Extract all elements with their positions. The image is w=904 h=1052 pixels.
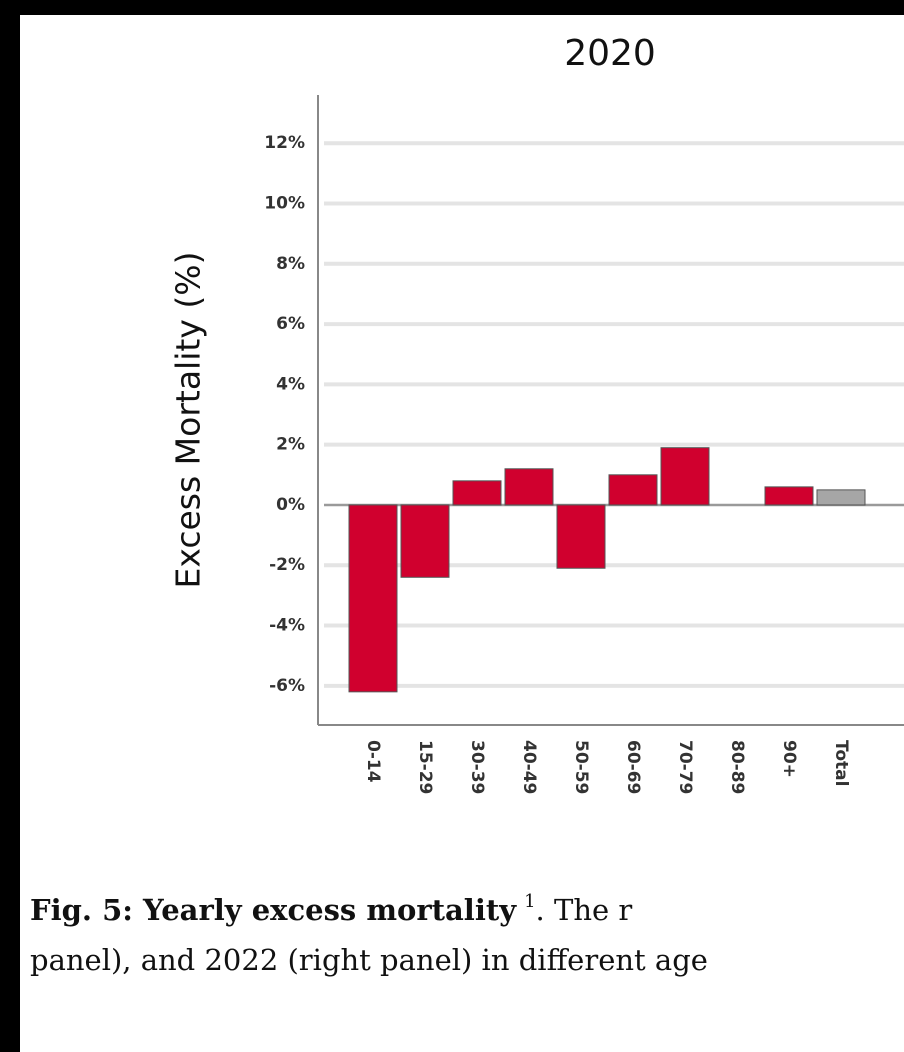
- y-tick-label: -2%: [269, 555, 305, 575]
- bar: [816, 489, 866, 506]
- x-tick-label: 40-49: [519, 740, 539, 794]
- y-tick-label: 2%: [276, 435, 305, 455]
- y-tick-label: -6%: [269, 676, 305, 696]
- y-tick-label: 8%: [276, 254, 305, 274]
- x-tick-label: 15-29: [415, 740, 435, 794]
- bar: [660, 447, 710, 506]
- caption-sup: 1: [524, 891, 535, 912]
- caption-line: Fig. 5: Yearly excess mortality 1. The r: [30, 891, 632, 927]
- y-tick-label: -4%: [269, 616, 305, 636]
- bar: [348, 504, 398, 693]
- x-tick-label: 90+: [779, 740, 799, 778]
- x-tick-label: 30-39: [467, 740, 487, 794]
- y-tick-label: 10%: [264, 194, 305, 214]
- caption-bold: Fig. 5: Yearly excess mortality: [30, 893, 517, 927]
- bar: [556, 504, 606, 569]
- caption-line: panel), and 2022 (right panel) in differ…: [30, 943, 708, 977]
- x-tick-label: 70-79: [675, 740, 695, 794]
- chart-title: 2020: [564, 33, 656, 74]
- bar: [400, 504, 450, 578]
- x-tick-label: Total: [831, 740, 851, 786]
- x-tick-label: 60-69: [623, 740, 643, 794]
- y-tick-label: 6%: [276, 314, 305, 334]
- bar: [764, 486, 814, 506]
- y-tick-label: 4%: [276, 374, 305, 394]
- y-tick-label: 12%: [264, 133, 305, 153]
- bar: [504, 468, 554, 506]
- bar: [608, 474, 658, 506]
- x-tick-label: 0-14: [363, 740, 383, 783]
- y-axis-label: Excess Mortality (%): [169, 252, 208, 589]
- x-tick-label: 50-59: [571, 740, 591, 794]
- y-tick-label: 0%: [276, 495, 305, 515]
- background: [20, 15, 904, 1052]
- bar: [452, 480, 502, 506]
- x-tick-label: 80-89: [727, 740, 747, 794]
- caption-rest: . The r: [536, 893, 633, 927]
